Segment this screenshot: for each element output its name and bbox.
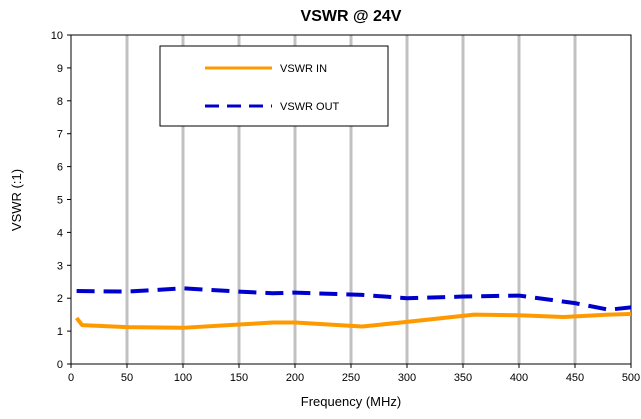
x-tick-label: 50	[121, 372, 133, 384]
x-tick-label: 500	[622, 372, 640, 384]
x-tick-label: 150	[230, 372, 248, 384]
y-tick-label: 8	[57, 96, 63, 108]
x-tick-label: 0	[68, 372, 74, 384]
chart-title: VSWR @ 24V	[301, 8, 402, 25]
legend-label-vswr-out: VSWR OUT	[280, 101, 340, 113]
y-tick-label: 6	[57, 162, 63, 174]
x-tick-label: 100	[174, 372, 192, 384]
y-tick-label: 9	[57, 63, 63, 75]
x-tick-label: 450	[566, 372, 584, 384]
x-axis-title: Frequency (MHz)	[301, 394, 401, 409]
y-axis-title: VSWR (:1)	[9, 169, 24, 231]
y-tick-label: 10	[51, 30, 63, 42]
legend-label-vswr-in: VSWR IN	[280, 63, 327, 75]
y-tick-label: 3	[57, 260, 63, 272]
y-axis: 0 1 2 3 4 5 6 7 8 9 10	[51, 30, 71, 371]
x-tick-label: 350	[454, 372, 472, 384]
y-tick-label: 0	[57, 359, 63, 371]
x-axis: 0 50 100 150 200 250 300 350 400 450 500	[68, 364, 640, 384]
y-tick-label: 2	[57, 293, 63, 305]
y-tick-label: 7	[57, 129, 63, 141]
y-tick-label: 5	[57, 195, 63, 207]
y-tick-label: 4	[57, 227, 63, 239]
series-line-vswr-out	[76, 286, 632, 312]
x-tick-label: 300	[398, 372, 416, 384]
x-tick-label: 400	[510, 372, 528, 384]
y-tick-label: 1	[57, 326, 63, 338]
x-tick-label: 200	[286, 372, 304, 384]
x-tick-label: 250	[342, 372, 360, 384]
series-line-vswr-in	[75, 311, 632, 330]
legend: VSWR IN VSWR OUT	[159, 45, 389, 127]
series-lines	[75, 286, 632, 330]
legend-box	[159, 45, 389, 127]
